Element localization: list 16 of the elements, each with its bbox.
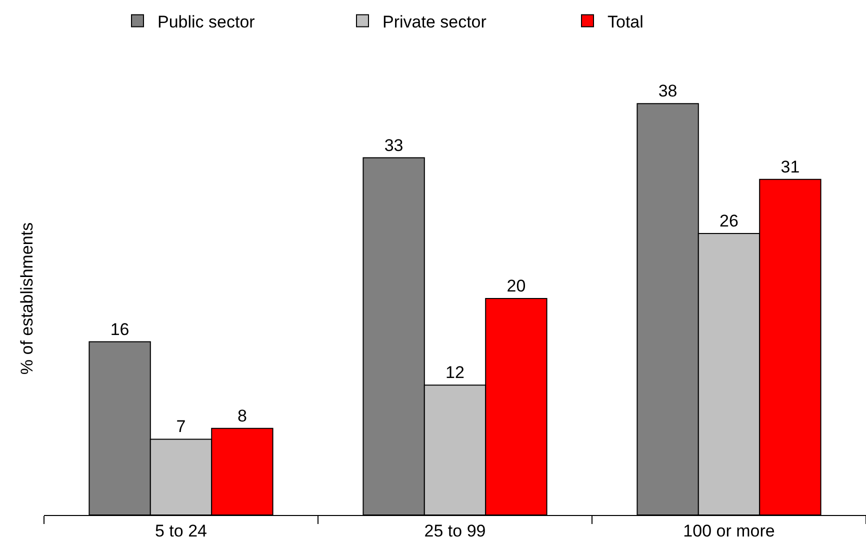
- data-label: 20: [506, 276, 526, 296]
- data-label: 16: [110, 320, 130, 339]
- data-label: 26: [720, 212, 738, 231]
- legend-label: Public sector: [158, 12, 256, 32]
- data-label: 33: [384, 136, 404, 155]
- legend-label: Total: [608, 12, 644, 32]
- data-label: 12: [446, 363, 464, 382]
- legend-label: Private sector: [382, 12, 487, 32]
- y-axis-title: % of establishments: [18, 222, 37, 375]
- data-label: 8: [237, 406, 247, 426]
- x-tick-label: 5 to 24: [155, 521, 207, 540]
- data-label: 7: [176, 417, 186, 436]
- x-tick-label: 100 or more: [683, 521, 775, 540]
- data-label: 31: [780, 157, 800, 176]
- data-label: 38: [658, 82, 678, 101]
- x-tick-label: 25 to 99: [424, 521, 486, 540]
